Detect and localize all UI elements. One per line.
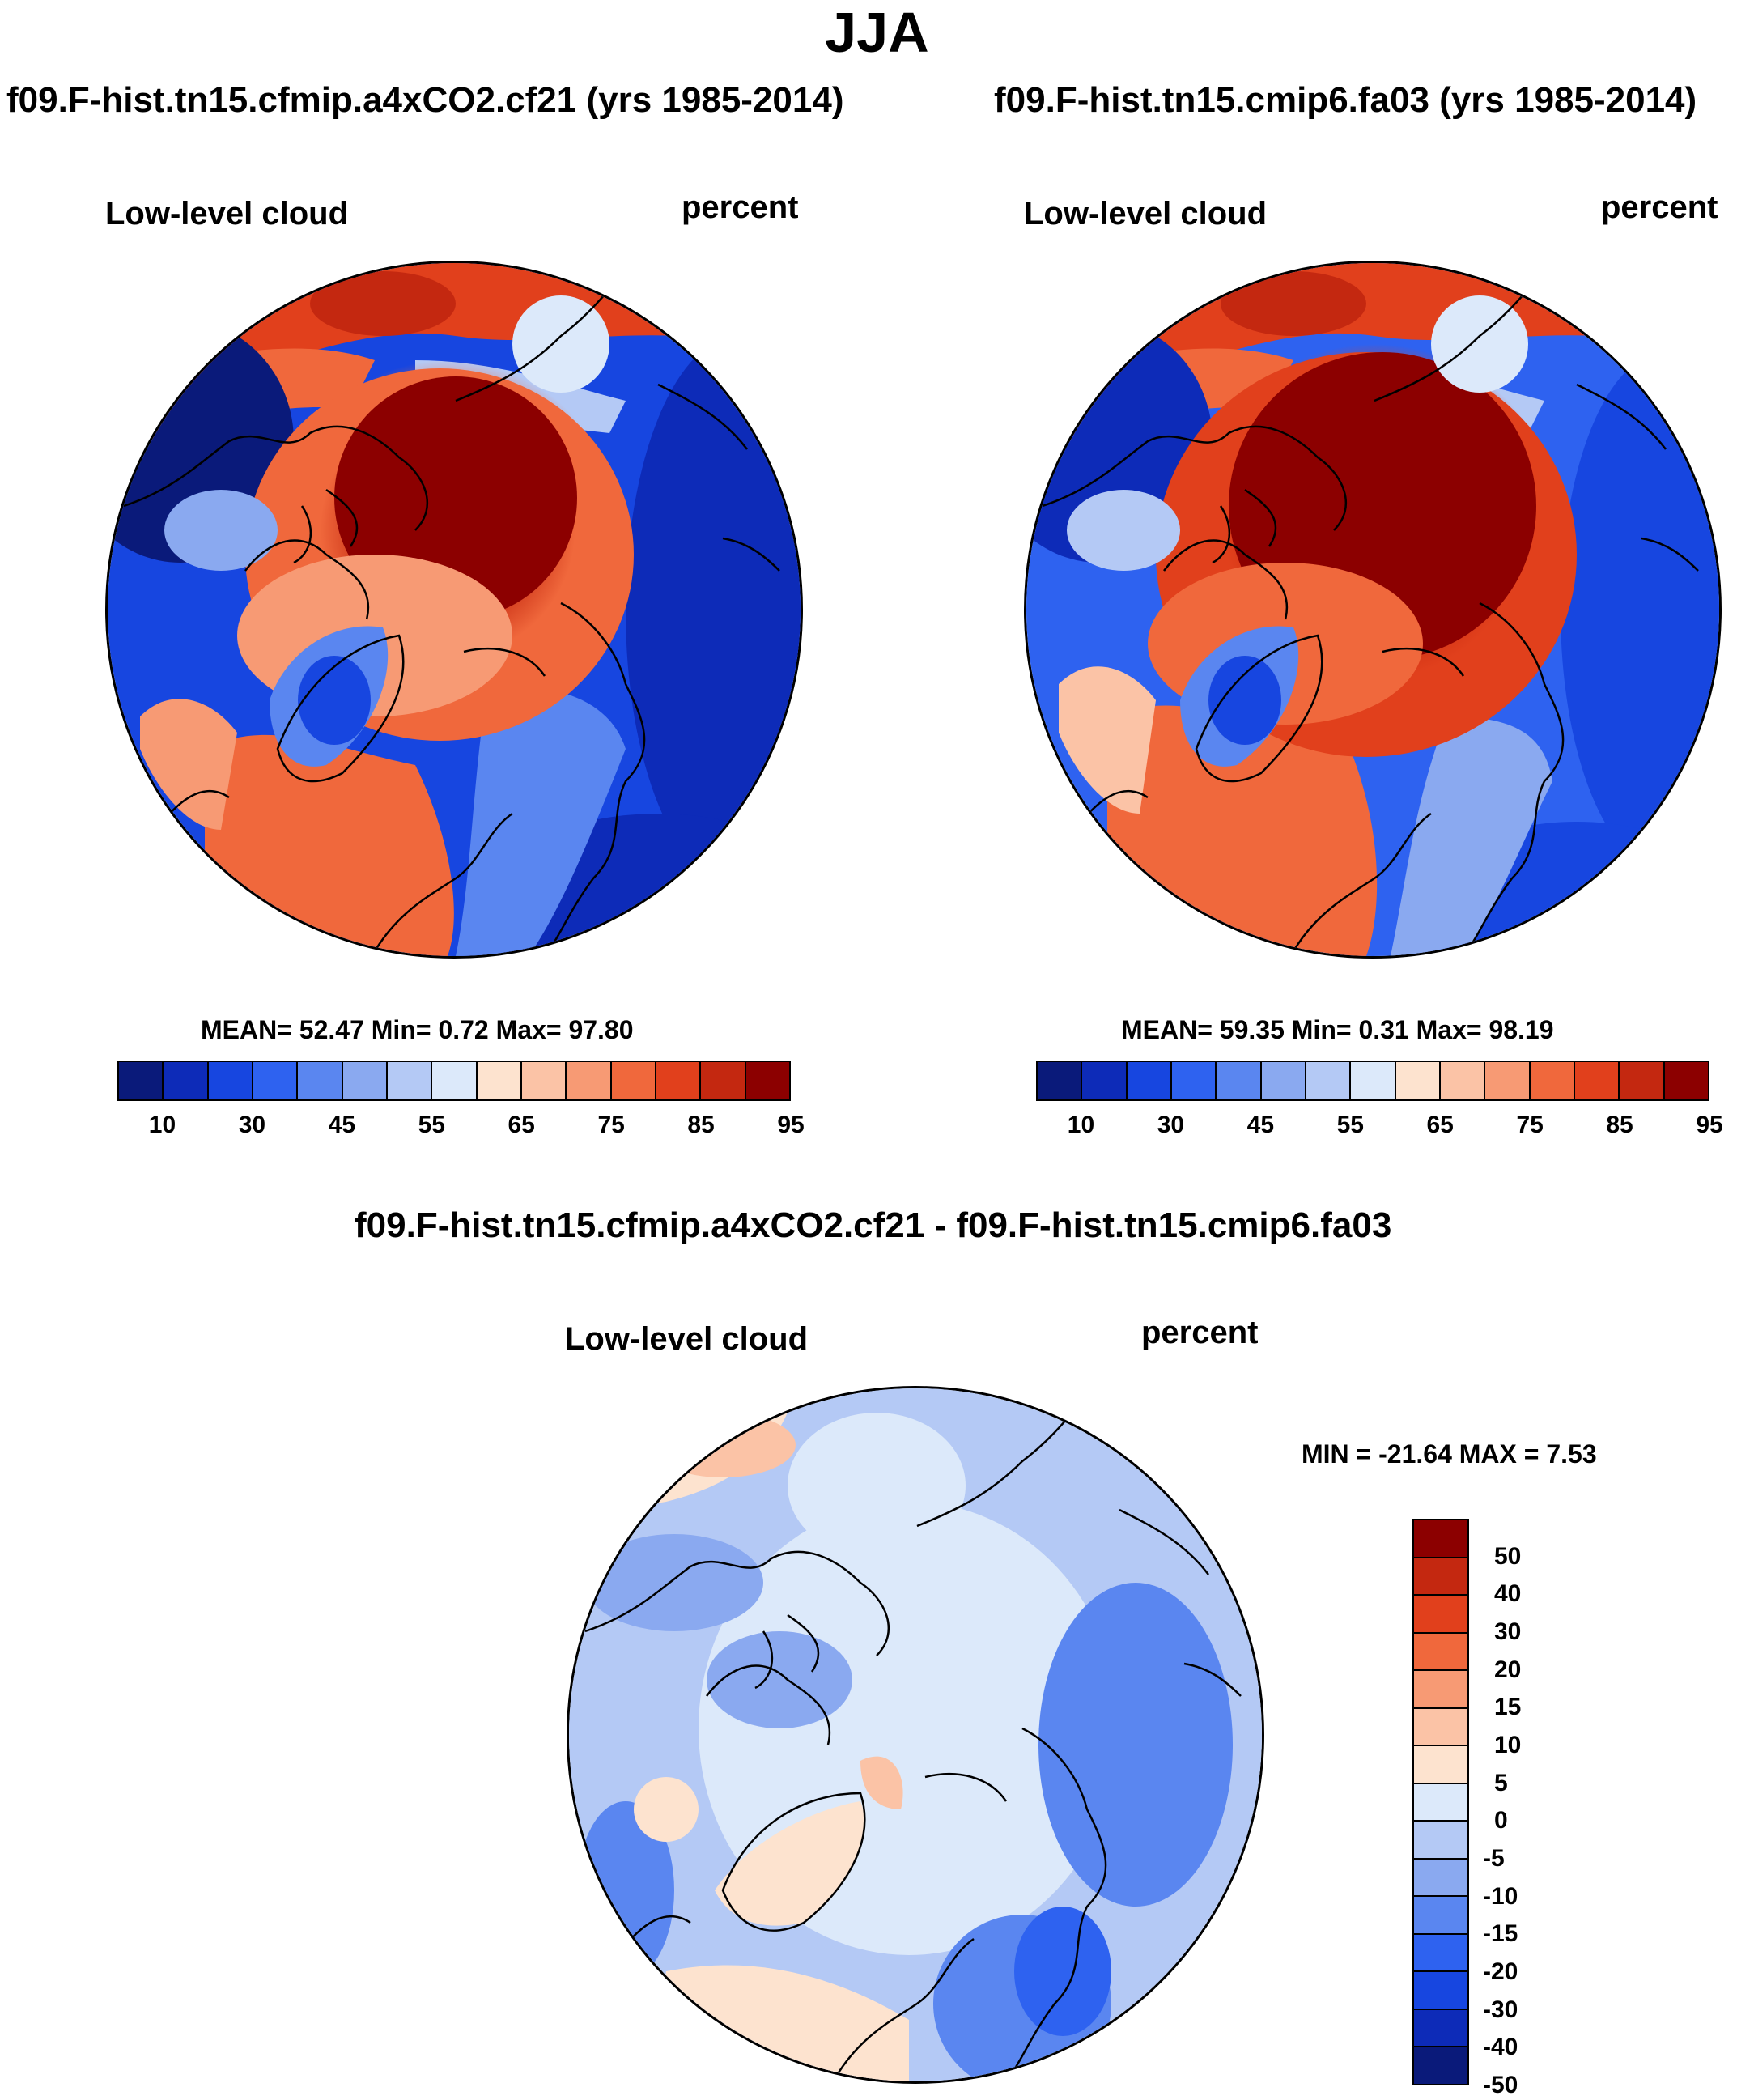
diff-case-title: f09.F-hist.tn15.cfmip.a4xCO2.cf21 - f09.… <box>355 1205 1392 1245</box>
colorbar-swatch <box>745 1062 789 1099</box>
diff-colorbar-ticks: 50 40 30 20 15 10 5 0 -5 -10 -15 -20 -30 -40 -50 <box>1483 1519 1580 2098</box>
colorbar-tick-label: 20 <box>1494 1656 1522 1683</box>
colorbar-tick-label: 50 <box>1494 1542 1522 1570</box>
colorbar-tick-label: 65 <box>1426 1112 1454 1138</box>
colorbar-swatch <box>1414 1934 1467 1973</box>
panel-2-case-title: f09.F-hist.tn15.cmip6.fa03 (yrs 1985-201… <box>994 80 1697 120</box>
panel-1-colorbar <box>117 1061 791 1101</box>
colorbar-tick-label: 95 <box>777 1112 805 1138</box>
colorbar-swatch <box>1261 1062 1306 1099</box>
panel-2-stats: MEAN= 59.35 Min= 0.31 Max= 98.19 <box>1121 1015 1554 1044</box>
colorbar-swatch <box>164 1062 209 1099</box>
panel-2-variable-label: Low-level cloud <box>1024 196 1268 232</box>
colorbar-swatch <box>387 1062 433 1099</box>
colorbar-tick-label: 30 <box>238 1112 266 1138</box>
diff-variable-label: Low-level cloud <box>565 1321 809 1357</box>
colorbar-swatch <box>521 1062 567 1099</box>
panel-2-polar-map <box>1024 261 1722 959</box>
colorbar-swatch <box>567 1062 612 1099</box>
colorbar-swatch <box>611 1062 656 1099</box>
colorbar-swatch <box>1574 1062 1620 1099</box>
colorbar-swatch <box>1414 1633 1467 1672</box>
colorbar-tick-label: 45 <box>328 1112 356 1138</box>
colorbar-tick-label: -20 <box>1483 1958 1518 1985</box>
colorbar-swatch <box>477 1062 522 1099</box>
colorbar-swatch <box>208 1062 253 1099</box>
colorbar-swatch <box>253 1062 299 1099</box>
colorbar-swatch <box>1351 1062 1396 1099</box>
colorbar-tick-label: 30 <box>1494 1618 1522 1645</box>
diff-colorbar <box>1412 1519 1469 2085</box>
colorbar-tick-label: -10 <box>1483 1882 1518 1910</box>
colorbar-swatch <box>432 1062 478 1099</box>
colorbar-swatch <box>1414 2047 1467 2084</box>
colorbar-swatch <box>1414 2009 1467 2048</box>
panel-1-units-label: percent <box>682 189 799 225</box>
colorbar-swatch <box>701 1062 746 1099</box>
colorbar-tick-label: 15 <box>1494 1694 1522 1721</box>
colorbar-tick-label: 85 <box>1606 1112 1633 1138</box>
colorbar-tick-label: 0 <box>1494 1807 1508 1834</box>
panel-2-colorbar <box>1036 1061 1709 1101</box>
colorbar-swatch <box>1414 1783 1467 1822</box>
colorbar-tick-label: 95 <box>1696 1112 1723 1138</box>
colorbar-swatch <box>1414 1520 1467 1558</box>
colorbar-swatch <box>1127 1062 1172 1099</box>
colorbar-tick-label: -5 <box>1483 1845 1505 1872</box>
colorbar-tick-label: 10 <box>1067 1112 1095 1138</box>
colorbar-tick-label: 40 <box>1494 1580 1522 1608</box>
panel-1-variable-label: Low-level cloud <box>105 196 349 232</box>
colorbar-tick-label: 75 <box>597 1112 625 1138</box>
colorbar-swatch <box>1530 1062 1575 1099</box>
colorbar-tick-label: 55 <box>1336 1112 1364 1138</box>
panel-1-colorbar-ticks: 10 30 45 55 65 75 85 95 <box>117 1111 805 1143</box>
panel-1-case-title: f09.F-hist.tn15.cfmip.a4xCO2.cf21 (yrs 1… <box>6 80 844 120</box>
colorbar-tick-label: 30 <box>1157 1112 1185 1138</box>
panel-2-colorbar-ticks: 10 30 45 55 65 75 85 95 <box>1036 1111 1723 1143</box>
diff-stats: MIN = -21.64 MAX = 7.53 <box>1302 1439 1597 1469</box>
colorbar-tick-label: 75 <box>1516 1112 1544 1138</box>
colorbar-tick-label: 10 <box>1494 1732 1522 1758</box>
colorbar-swatch <box>1414 1822 1467 1860</box>
diff-units-label: percent <box>1141 1315 1259 1350</box>
colorbar-tick-label: 55 <box>418 1112 445 1138</box>
colorbar-tick-label: -15 <box>1483 1920 1518 1948</box>
colorbar-swatch <box>298 1062 343 1099</box>
colorbar-tick-label: 65 <box>508 1112 535 1138</box>
colorbar-swatch <box>1395 1062 1441 1099</box>
colorbar-swatch <box>1038 1062 1083 1099</box>
colorbar-swatch <box>1620 1062 1665 1099</box>
panel-1-polar-map <box>105 261 803 959</box>
colorbar-swatch <box>1414 1671 1467 1709</box>
colorbar-tick-label: 5 <box>1494 1769 1508 1796</box>
colorbar-swatch <box>1414 1859 1467 1898</box>
colorbar-tick-label: -50 <box>1483 2072 1518 2098</box>
colorbar-swatch <box>1414 1558 1467 1596</box>
colorbar-swatch <box>1414 1596 1467 1634</box>
colorbar-swatch <box>1414 1972 1467 2010</box>
colorbar-swatch <box>656 1062 702 1099</box>
colorbar-tick-label: 85 <box>687 1112 715 1138</box>
colorbar-swatch <box>1171 1062 1217 1099</box>
colorbar-tick-label: 10 <box>148 1112 176 1138</box>
diff-polar-map <box>567 1386 1264 2084</box>
colorbar-swatch <box>1485 1062 1531 1099</box>
colorbar-swatch <box>1306 1062 1352 1099</box>
colorbar-tick-label: -40 <box>1483 2034 1518 2061</box>
colorbar-swatch <box>1440 1062 1486 1099</box>
colorbar-swatch <box>1217 1062 1262 1099</box>
colorbar-swatch <box>1414 1708 1467 1747</box>
panel-1-stats: MEAN= 52.47 Min= 0.72 Max= 97.80 <box>201 1015 634 1044</box>
figure-title: JJA <box>825 1 929 64</box>
colorbar-tick-label: -30 <box>1483 1996 1518 2023</box>
colorbar-tick-label: 45 <box>1246 1112 1275 1138</box>
colorbar-swatch <box>1664 1062 1708 1099</box>
colorbar-swatch <box>1414 1746 1467 1784</box>
colorbar-swatch <box>342 1062 388 1099</box>
colorbar-swatch <box>1082 1062 1128 1099</box>
panel-2-units-label: percent <box>1601 189 1718 225</box>
colorbar-swatch <box>119 1062 164 1099</box>
colorbar-swatch <box>1414 1897 1467 1935</box>
